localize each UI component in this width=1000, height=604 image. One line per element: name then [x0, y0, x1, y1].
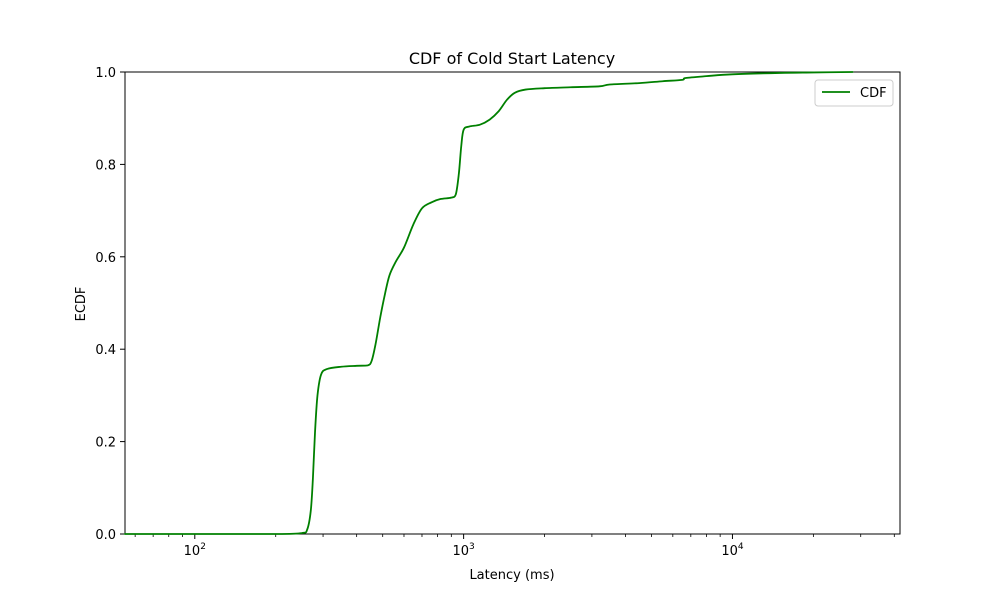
x-tick-label: 102 — [184, 542, 206, 559]
x-axis-ticks: 102 103 104 — [134, 534, 895, 559]
legend: CDF — [814, 79, 894, 107]
x-tick-label: 103 — [452, 542, 474, 559]
y-tick-label: 0.2 — [95, 436, 116, 451]
y-axis-ticks: 0.0 0.2 0.4 0.6 0.8 1.0 — [95, 66, 125, 543]
y-tick-label: 0.6 — [95, 251, 116, 266]
y-tick-label: 0.4 — [95, 343, 116, 358]
plot-frame — [124, 71, 901, 535]
y-tick-label: 0.0 — [95, 528, 116, 543]
legend-label-cdf: CDF — [860, 86, 887, 101]
y-tick-label: 0.8 — [95, 158, 116, 173]
plot-area — [124, 71, 901, 535]
legend-box — [814, 79, 894, 107]
y-tick-label: 1.0 — [95, 66, 116, 81]
series-line-cdf — [124, 71, 854, 535]
chart-title: CDF of Cold Start Latency — [409, 49, 615, 68]
series-layer — [124, 71, 854, 535]
y-axis-label: ECDF — [74, 287, 89, 322]
x-axis-label: Latency (ms) — [469, 568, 554, 583]
x-tick-label: 104 — [721, 542, 744, 559]
